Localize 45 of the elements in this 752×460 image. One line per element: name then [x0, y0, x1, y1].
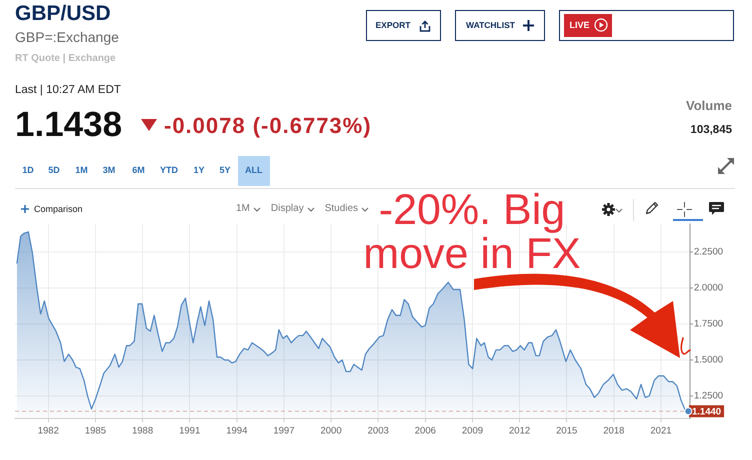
annotation: -20%. Big move in FX	[363, 186, 581, 278]
x-tick-label: 2015	[556, 426, 578, 437]
text: Last | 10:27 AM EDT	[15, 84, 121, 96]
x-tick-label: 1988	[132, 426, 154, 437]
text: 1M	[236, 203, 250, 214]
text: 5D	[48, 164, 60, 174]
y-tick-label: 1.5000	[694, 354, 724, 366]
watchlist-button: WATCHLIST	[455, 10, 545, 41]
x-tick-label: 1991	[179, 426, 200, 437]
text: 1Y	[193, 164, 205, 174]
ref-line-label: 1.1440	[692, 406, 722, 418]
x-tick-label: 1985	[84, 426, 106, 437]
x-tick-label: 1997	[273, 426, 294, 437]
export-button: EXPORT	[366, 10, 441, 41]
text: Comparison	[34, 204, 83, 214]
text: 6M	[132, 164, 145, 174]
y-tick-label: 1.2500	[694, 390, 724, 402]
text: 103,845	[690, 124, 732, 136]
x-tick-label: 2018	[603, 426, 624, 437]
text: YTD	[160, 164, 178, 174]
live-badge: LIVE	[564, 14, 612, 36]
text: Studies	[324, 203, 358, 214]
x-tick-label: 1982	[38, 426, 59, 437]
chart-subtitle: GBP=:Exchange	[15, 29, 119, 45]
x-tick-label: 1994	[226, 426, 248, 437]
y-tick-label: 2.2500	[694, 246, 724, 258]
y-tick-label: 1.7500	[694, 318, 724, 330]
text: 1D	[22, 164, 34, 174]
x-tick-label: 2012	[508, 426, 530, 437]
text: 1.1438	[15, 105, 122, 144]
x-tick-label: 2009	[462, 426, 484, 437]
x-tick-label: 2000	[320, 426, 342, 437]
text: Volume	[686, 98, 732, 113]
x-tick-label: 2006	[414, 426, 436, 437]
text: RT Quote | Exchange	[15, 52, 116, 64]
text: 5Y	[219, 164, 231, 174]
x-tick-label: 2021	[650, 426, 672, 437]
text: 3M	[102, 164, 116, 174]
text: -0.0078 (-0.6773%)	[164, 113, 372, 138]
y-tick-label: 2.0000	[694, 282, 724, 294]
text: Display	[270, 203, 304, 214]
selected-range-button: ALL	[238, 156, 270, 186]
x-tick-label: 2003	[368, 426, 389, 437]
chart-title: GBP/USD	[15, 2, 111, 25]
text: 1M	[75, 164, 88, 174]
